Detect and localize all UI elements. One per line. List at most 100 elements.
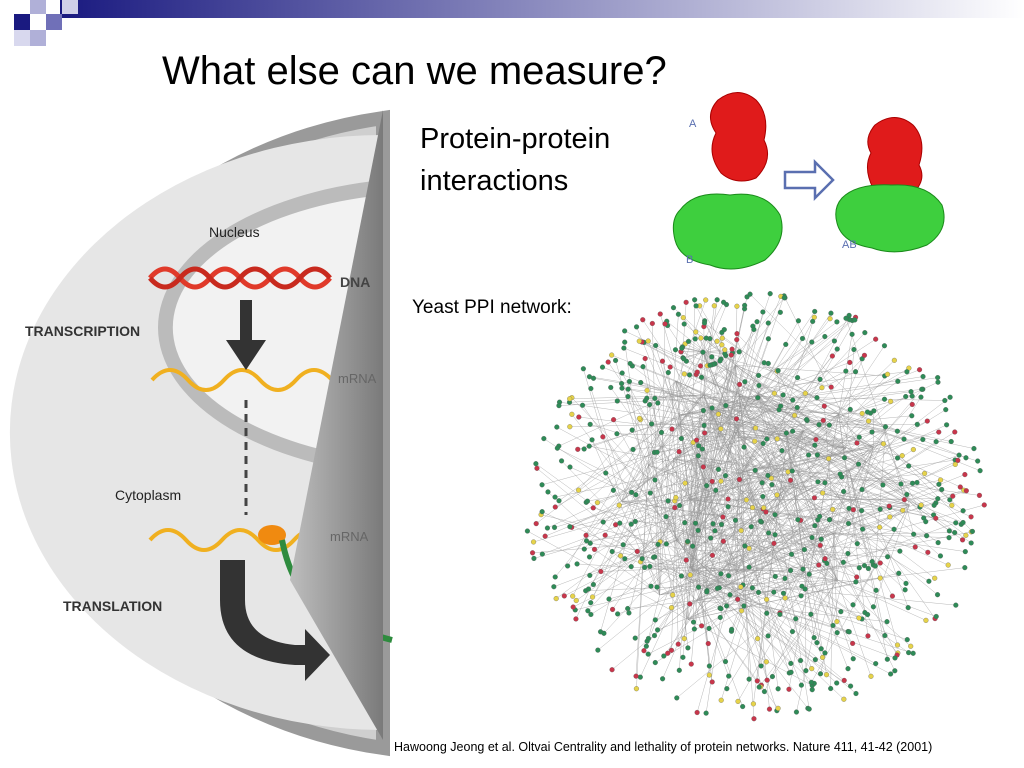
network-edge — [675, 380, 802, 686]
network-node — [699, 446, 705, 452]
network-node — [642, 398, 648, 404]
network-node — [626, 378, 632, 385]
network-node — [880, 482, 886, 488]
network-node — [685, 645, 691, 651]
network-node — [914, 479, 920, 486]
network-node — [619, 381, 625, 387]
network-node — [690, 619, 697, 625]
network-edge — [589, 430, 804, 558]
network-node — [738, 528, 744, 534]
network-node — [960, 508, 966, 514]
network-node — [793, 709, 800, 715]
network-node — [881, 396, 888, 402]
network-edge — [675, 380, 753, 588]
network-node — [724, 603, 730, 609]
network-node — [909, 393, 915, 399]
network-node — [658, 429, 665, 436]
ppi-heading: Protein-protein interactions — [420, 123, 618, 197]
network-node — [775, 686, 781, 692]
network-node — [847, 406, 853, 412]
network-edge — [873, 389, 922, 448]
network-node — [692, 336, 698, 342]
network-node — [553, 596, 559, 602]
network-node — [718, 478, 724, 484]
network-node — [831, 338, 837, 344]
network-node — [726, 573, 732, 579]
network-edge — [786, 457, 898, 487]
network-edge — [736, 510, 862, 573]
network-node — [672, 505, 678, 511]
network-node — [687, 601, 693, 607]
network-node — [589, 594, 596, 600]
network-node — [625, 605, 631, 612]
network-node — [977, 468, 983, 474]
network-edge — [558, 414, 680, 501]
network-node — [814, 640, 820, 646]
network-node — [947, 497, 953, 503]
network-edge — [803, 430, 936, 619]
network-node — [794, 405, 800, 411]
network-node — [751, 716, 757, 722]
network-edge — [597, 457, 697, 503]
network-edge — [684, 343, 704, 353]
network-node — [795, 318, 801, 324]
network-node — [880, 441, 887, 447]
network-edge — [688, 538, 822, 620]
network-node — [850, 656, 856, 662]
network-edge — [648, 571, 806, 655]
network-edge — [673, 371, 856, 459]
network-node — [669, 426, 675, 432]
network-edge — [742, 377, 798, 473]
network-edge — [659, 561, 873, 596]
network-node — [749, 505, 756, 511]
network-node — [632, 635, 638, 641]
network-node — [821, 403, 827, 409]
network-node — [703, 297, 709, 303]
network-edge — [569, 423, 679, 427]
network-edge — [621, 317, 856, 502]
network-edge — [628, 388, 874, 448]
network-node — [697, 363, 704, 369]
network-node — [682, 520, 688, 526]
network-edge — [671, 424, 679, 651]
network-node — [782, 595, 788, 601]
network-node — [752, 467, 758, 473]
network-node — [663, 514, 669, 520]
complex-ab-label: AB — [842, 239, 857, 251]
network-node — [769, 482, 775, 488]
network-edge — [692, 355, 833, 537]
network-edge — [689, 499, 909, 653]
network-node — [765, 472, 771, 479]
network-node — [718, 426, 724, 432]
network-node — [761, 505, 767, 511]
network-node — [617, 520, 623, 526]
network-node — [946, 528, 952, 534]
network-edge — [616, 433, 883, 442]
network-node — [943, 407, 949, 413]
network-node — [755, 636, 761, 642]
network-edge — [830, 533, 834, 689]
network-node — [945, 562, 951, 568]
network-node — [860, 526, 866, 532]
network-node — [888, 398, 894, 404]
network-node — [680, 654, 686, 660]
network-edge — [710, 336, 825, 412]
network-node — [793, 616, 799, 622]
network-node — [826, 422, 832, 428]
network-node — [900, 507, 906, 513]
network-node — [942, 397, 948, 404]
network-edge — [620, 555, 707, 588]
network-edge — [628, 415, 680, 614]
network-node — [674, 695, 680, 701]
network-node — [838, 609, 844, 615]
network-node — [539, 509, 545, 515]
network-node — [818, 646, 824, 652]
network-node — [591, 546, 598, 552]
network-node — [884, 656, 890, 662]
network-node — [733, 416, 740, 422]
network-node — [725, 496, 731, 502]
network-node — [936, 481, 942, 487]
network-node — [816, 562, 822, 568]
network-node — [771, 390, 777, 396]
network-edge — [733, 322, 769, 433]
